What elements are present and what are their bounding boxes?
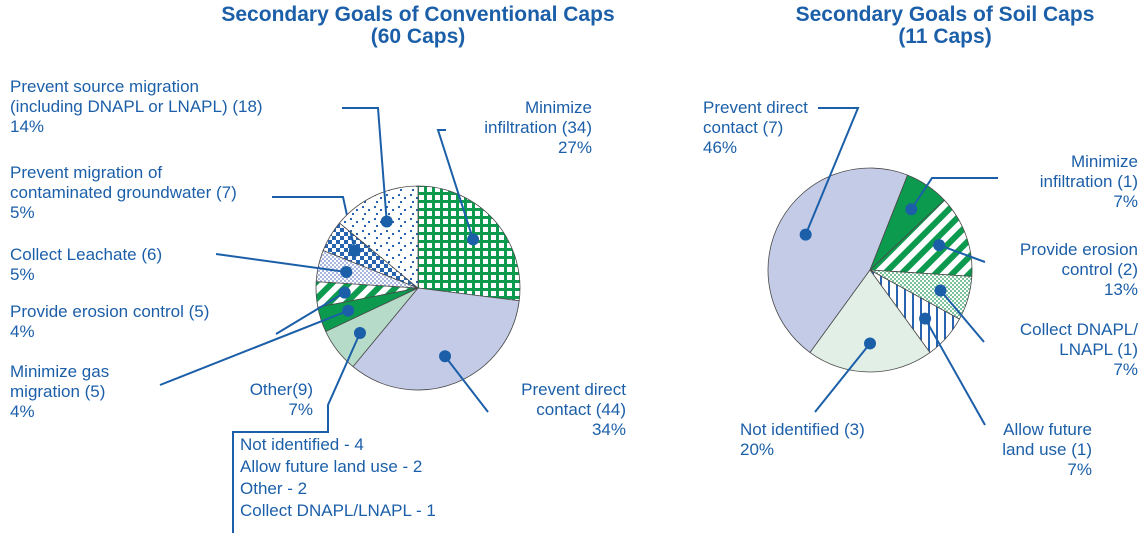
slice-percent: 7% [1067,460,1092,479]
slice-label: Minimize infiltration (1) 7% [1040,152,1138,212]
slice-label: Other(9) 7% [250,380,313,420]
slice-label: Prevent direct contact (44) 34% [521,380,626,440]
slice-label: Minimize infiltration (34) 27% [484,98,592,158]
slice-name: Not identified (3) [740,420,865,439]
slice-name: Other(9) [249,380,313,399]
slice-percent: 7% [288,400,313,419]
slice-label: Prevent direct contact (7) 46% [703,98,808,158]
slice-percent: 13% [1103,280,1138,299]
slice-percent: 5% [10,265,35,284]
pie-slice [869,199,973,277]
leader-line [924,318,986,426]
slice-percent: 7% [1113,192,1138,211]
pie-slice [767,167,909,354]
slice-percent: 5% [10,203,35,222]
pie-slice [352,287,520,391]
pie-slice [809,269,931,373]
slice-name: Prevent direct contact (7) [703,98,808,137]
slice-name: Minimize gas migration (5) [10,362,110,401]
label-dot [380,215,393,228]
slice-name: Minimize infiltration (1) [1039,152,1138,191]
slice-name: Provide erosion control (5) [10,302,210,321]
leader-line [910,177,998,210]
label-dot [342,304,355,317]
slice-percent: 20% [740,440,775,459]
label-dot [340,265,353,278]
annotation: Not identified - 4 Allow future land use … [240,434,436,522]
slice-percent: 27% [557,138,592,157]
slice-percent: 46% [703,138,738,157]
label-dot [353,327,366,340]
slice-percent: 7% [1113,360,1138,379]
annotation-line: Collect DNAPL/LNAPL - 1 [240,501,436,520]
leader-line [436,129,475,240]
leader-line [215,253,347,273]
leader-line [232,332,361,533]
leader-line [804,107,860,236]
slice-name: Allow future land use (1) [1002,420,1092,459]
slice-label: Prevent source migration (including DNAP… [10,77,263,137]
slice-percent: 4% [10,402,35,421]
leader-line [275,291,346,335]
label-dot [919,312,932,325]
leader-line [342,107,388,222]
label-dot [864,337,876,350]
slice-name: Collect Leachate (6) [10,245,163,264]
slice-label: Collect DNAPL/ LNAPL (1) 7% [1020,320,1138,380]
slice-label: Prevent migration of contaminated ground… [10,163,237,223]
slice-label: Provide erosion control (5) 4% [10,302,209,342]
chart-title: Secondary Goals of Soil Caps (11 Caps) [795,3,1095,48]
leader-line [444,355,489,413]
slice-label: Collect Leachate (6) 5% [10,245,162,285]
label-dot [905,203,918,216]
label-dot [439,350,452,363]
label-dot [338,286,351,299]
label-dot [348,244,361,257]
annotation-line: Allow future land use - 2 [240,457,423,476]
slice-name: Prevent source migration (including DNAP… [10,77,263,116]
leader-line [159,309,349,386]
slice-percent: 34% [591,420,626,439]
leader-line [939,289,985,343]
slice-name: Prevent migration of contaminated ground… [10,163,237,202]
slice-label: Allow future land use (1) 7% [1002,420,1092,480]
slice-percent: 4% [10,322,35,341]
label-dot [933,239,946,252]
slice-name: Collect DNAPL/ LNAPL (1) [1019,320,1138,359]
leader-line [938,244,986,263]
chart-title: Secondary Goals of Conventional Caps (60… [221,3,615,48]
annotation-line: Not identified - 4 [240,435,364,454]
pie-slice [338,185,419,289]
slice-label: Provide erosion control (2) 13% [1020,240,1138,300]
label-dot [934,284,947,297]
label-dot [467,233,480,246]
annotation-line: Other - 2 [240,479,308,498]
slice-label: Minimize gas migration (5) 4% [10,362,109,422]
slice-name: Minimize infiltration (34) [484,98,592,137]
leader-line [814,342,871,413]
slice-label: Not identified (3) 20% [740,420,865,460]
label-dot [799,228,812,241]
slice-percent: 14% [10,117,45,136]
slice-name: Prevent direct contact (44) [521,380,626,419]
slice-name: Provide erosion control (2) [1019,240,1138,279]
